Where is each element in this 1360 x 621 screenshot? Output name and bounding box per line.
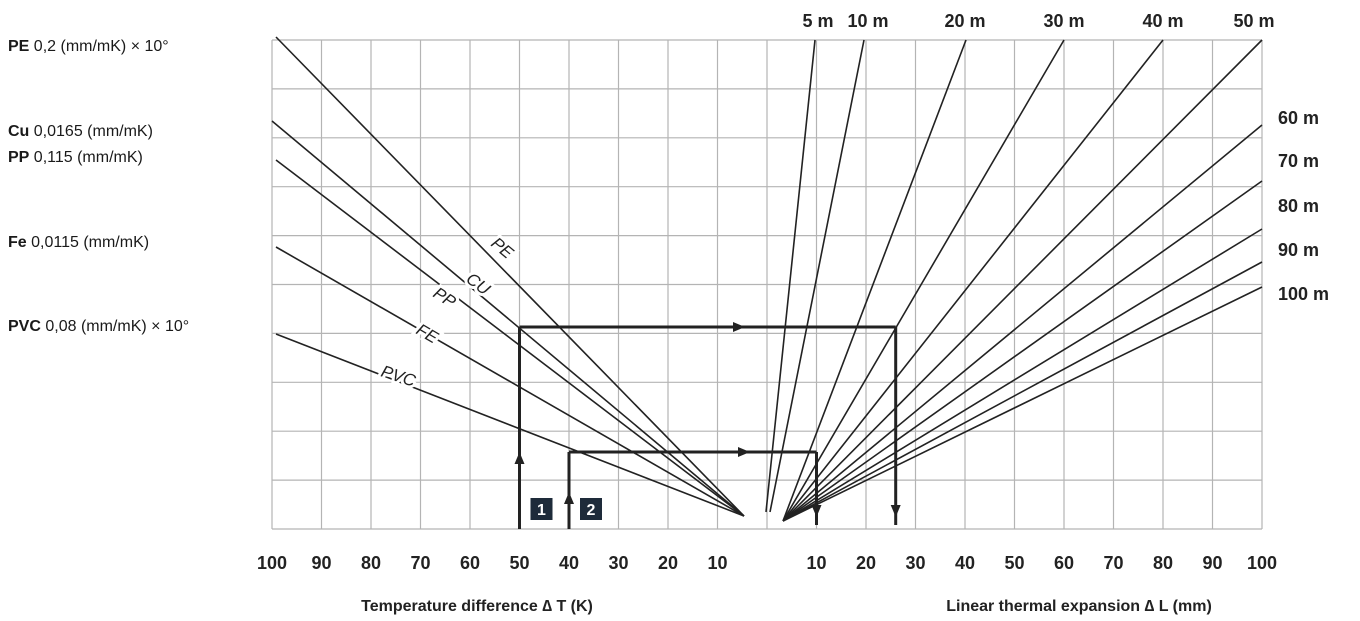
curve-label-fe: FE xyxy=(413,320,442,348)
material-line-pvc xyxy=(275,333,745,517)
example-marker-label: 2 xyxy=(587,502,596,519)
right-tick-label: 30 xyxy=(905,553,925,573)
example-drop-arrow xyxy=(890,505,901,517)
pipe-length-label: 90 m xyxy=(1278,240,1319,260)
pipe-length-label: 30 m xyxy=(1043,11,1084,31)
right-tick-label: 20 xyxy=(856,553,876,573)
right-tick-label: 50 xyxy=(1004,553,1024,573)
pipe-length-line-7 xyxy=(782,180,1263,522)
pipe-length-line-2 xyxy=(782,39,967,522)
curve-label-pp: PP xyxy=(430,283,460,312)
pipe-length-line-1 xyxy=(769,39,865,513)
pipe-length-line-3 xyxy=(782,39,1065,522)
pipe-length-line-6 xyxy=(782,124,1263,522)
material-line-pp xyxy=(275,159,745,517)
example-rise-arrow xyxy=(564,492,574,504)
pipe-length-line-4 xyxy=(782,39,1164,522)
example-path-2: 2 xyxy=(564,447,822,529)
example-rise-arrow xyxy=(514,452,525,464)
legend-fe: Fe 0,0115 (mm/mK) xyxy=(8,234,150,251)
example-run-arrow xyxy=(733,322,745,332)
left-tick-label: 90 xyxy=(311,553,331,573)
pipe-length-line-5 xyxy=(782,39,1263,522)
material-line-fe xyxy=(275,246,745,517)
right-tick-label: 90 xyxy=(1202,553,1222,573)
example-path-1: 1 xyxy=(514,322,901,529)
example-drop-arrow xyxy=(811,505,822,517)
right-tick-label: 80 xyxy=(1153,553,1173,573)
pipe-length-label: 80 m xyxy=(1278,196,1319,216)
right-tick-label: 70 xyxy=(1103,553,1123,573)
example-marker-label: 1 xyxy=(537,502,546,519)
left-tick-label: 50 xyxy=(509,553,529,573)
chart-lines xyxy=(271,36,1263,522)
left-tick-label: 60 xyxy=(460,553,480,573)
pipe-length-label: 10 m xyxy=(847,11,888,31)
legend-cu: Cu 0,0165 (mm/mK) xyxy=(8,123,153,140)
left-tick-label: 70 xyxy=(410,553,430,573)
material-line-cu xyxy=(271,120,745,517)
left-axis-title: Temperature difference ∆ T (K) xyxy=(361,598,593,615)
pipe-length-label: 50 m xyxy=(1233,11,1274,31)
left-tick-label: 100 xyxy=(257,553,287,573)
chart-grid xyxy=(271,39,1263,530)
example-marker-box xyxy=(580,498,602,520)
material-line-pe xyxy=(275,36,745,517)
left-tick-label: 80 xyxy=(361,553,381,573)
pipe-length-line-0 xyxy=(765,39,816,513)
legend-pvc: PVC 0,08 (mm/mK) × 10° xyxy=(8,318,190,335)
left-tick-label: 20 xyxy=(658,553,678,573)
example-marker-box xyxy=(530,498,553,520)
right-tick-label: 60 xyxy=(1054,553,1074,573)
curve-label-pvc: PVC xyxy=(379,362,419,391)
curve-label-cu: CU xyxy=(463,269,495,299)
left-tick-label: 40 xyxy=(559,553,579,573)
pipe-length-label: 40 m xyxy=(1142,11,1183,31)
right-tick-label: 40 xyxy=(955,553,975,573)
pipe-length-label: 5 m xyxy=(802,11,833,31)
right-tick-label: 100 xyxy=(1247,553,1277,573)
pipe-length-label: 60 m xyxy=(1278,108,1319,128)
left-tick-label: 10 xyxy=(707,553,727,573)
right-tick-label: 10 xyxy=(806,553,826,573)
legend-pe: PE 0,2 (mm/mK) × 10° xyxy=(8,38,169,55)
pipe-length-line-10 xyxy=(782,286,1263,522)
pipe-length-label: 20 m xyxy=(944,11,985,31)
right-axis-title: Linear thermal expansion ∆ L (mm) xyxy=(946,598,1212,615)
left-tick-label: 30 xyxy=(608,553,628,573)
pipe-length-line-9 xyxy=(782,261,1263,522)
example-run-arrow xyxy=(738,447,750,457)
pipe-length-label: 100 m xyxy=(1278,284,1329,304)
legend-pp: PP 0,115 (mm/mK) xyxy=(8,149,143,166)
pipe-length-label: 70 m xyxy=(1278,151,1319,171)
pipe-length-line-8 xyxy=(782,228,1263,522)
